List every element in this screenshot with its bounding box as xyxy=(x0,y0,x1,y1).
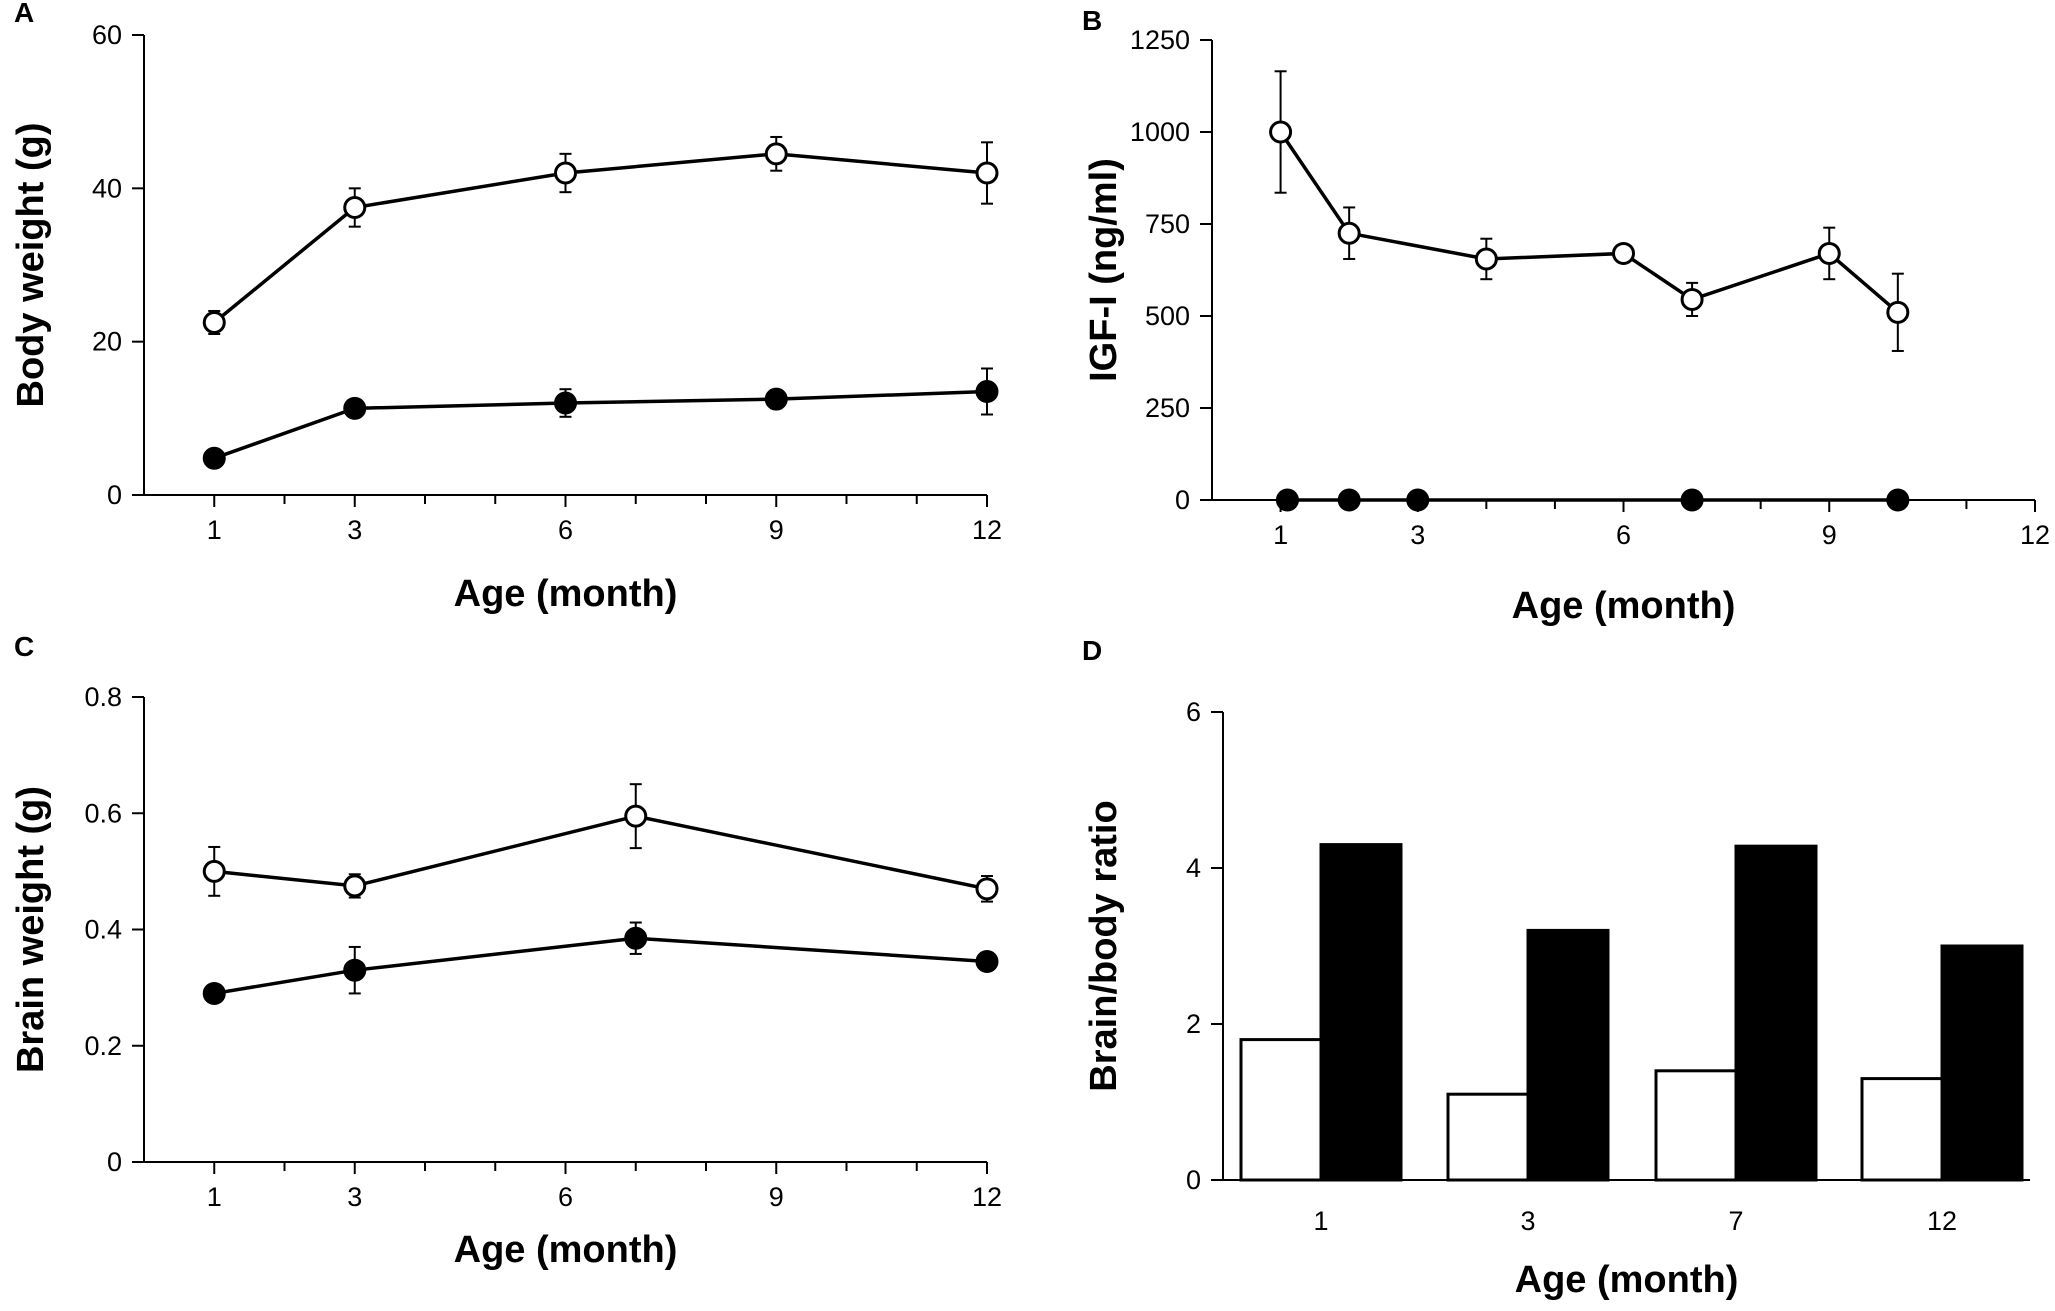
data-point-open-b xyxy=(1269,120,1293,144)
x-tick-label-a: 3 xyxy=(347,515,362,545)
y-tick-label-a: 20 xyxy=(92,327,122,357)
y-tick-label-b: 500 xyxy=(1145,301,1190,331)
panel-c-brain-weight-chart: C 0 0.2 0.4 0.6 0.8 1 3 6 9 12 Age (month) Brain wei… xyxy=(10,631,1002,1271)
data-point-filled-a xyxy=(975,380,999,403)
data-point-filled-b xyxy=(1337,488,1361,512)
x-tick-label-a: 12 xyxy=(972,515,1002,545)
x-tick-label-a: 1 xyxy=(207,515,222,545)
data-point-filled-b xyxy=(1886,488,1910,512)
data-point-open-a xyxy=(975,161,999,185)
bar-open-3 xyxy=(1446,1092,1530,1182)
y-axis-label-b: IGF-I (ng/ml) xyxy=(1083,158,1125,382)
x-tick-label-b: 1 xyxy=(1273,520,1288,550)
data-point-open-c xyxy=(975,877,999,901)
panel-label-c: C xyxy=(14,631,34,662)
bar-filled-7 xyxy=(1734,844,1818,1182)
x-tick-label-c: 12 xyxy=(972,1182,1002,1212)
data-point-open-b xyxy=(1680,287,1704,311)
y-tick-label-a: 60 xyxy=(92,20,122,50)
y-tick-label-d: 2 xyxy=(1186,1009,1201,1039)
x-axis-label-d: Age (month) xyxy=(1515,1259,1739,1301)
data-point-open-b xyxy=(1474,247,1498,271)
data-point-filled-a xyxy=(343,396,367,420)
y-axis-label-c: Brain weight (g) xyxy=(10,786,52,1073)
data-point-open-c xyxy=(624,804,648,828)
x-tick-label-c: 3 xyxy=(347,1182,362,1212)
data-point-open-a xyxy=(202,311,226,334)
x-tick-label-a: 6 xyxy=(558,515,573,545)
data-point-open-b xyxy=(1337,221,1361,245)
series-line-open-a xyxy=(213,152,988,324)
data-point-filled-a xyxy=(202,446,226,470)
data-point-filled-c xyxy=(343,958,367,982)
panel-label-d: D xyxy=(1082,635,1102,666)
x-tick-label-c: 6 xyxy=(558,1182,573,1212)
series-line-open-b xyxy=(1279,131,1899,314)
bar-filled-1 xyxy=(1319,843,1403,1182)
data-point-open-b xyxy=(1612,241,1635,265)
data-point-open-c xyxy=(202,859,226,883)
x-tick-label-d: 7 xyxy=(1728,1206,1743,1236)
y-tick-label-b: 250 xyxy=(1145,393,1190,423)
series-line-filled-c xyxy=(213,936,988,996)
data-point-open-a xyxy=(764,142,788,166)
x-axis-label-b: Age (month) xyxy=(1512,585,1736,627)
x-axis-label-a: Age (month) xyxy=(454,573,678,615)
panel-label-b: B xyxy=(1082,5,1102,36)
bar-open-7 xyxy=(1654,1069,1738,1182)
y-tick-label-a: 0 xyxy=(107,480,122,510)
panel-a-body-weight-chart: A 0 20 40 60 1 3 6 9 12 Age (month) Body weight (g) xyxy=(10,0,1002,615)
data-point-filled-c xyxy=(975,949,999,973)
y-tick-label-d: 0 xyxy=(1186,1165,1201,1195)
y-tick-label-c: 0 xyxy=(107,1147,122,1177)
y-tick-label-c: 0.8 xyxy=(84,682,122,712)
y-axis-label-a: Body weight (g) xyxy=(10,123,52,408)
y-tick-label-b: 1000 xyxy=(1130,117,1190,147)
data-point-open-b xyxy=(1817,241,1841,265)
bar-open-12 xyxy=(1860,1077,1944,1182)
y-tick-label-b: 0 xyxy=(1175,485,1190,515)
series-line-open-c xyxy=(214,814,988,891)
data-point-open-c xyxy=(343,874,367,898)
bar-filled-3 xyxy=(1526,928,1610,1182)
x-tick-label-d: 1 xyxy=(1313,1206,1328,1236)
y-tick-label-c: 0.6 xyxy=(84,798,122,828)
data-point-filled-a xyxy=(764,387,788,411)
y-tick-label-b: 750 xyxy=(1145,209,1190,239)
panel-b-igf-chart: B 0 250 500 750 1000 1250 1 3 6 9 12 Age (month) IGF-… xyxy=(1082,5,2050,627)
data-point-filled-a xyxy=(554,391,577,415)
x-tick-label-c: 1 xyxy=(207,1182,222,1212)
y-tick-label-c: 0.2 xyxy=(84,1031,122,1061)
y-axis-label-d: Brain/body ratio xyxy=(1083,800,1125,1091)
y-tick-label-d: 6 xyxy=(1186,697,1201,727)
data-point-open-a xyxy=(554,161,577,185)
x-tick-label-a: 9 xyxy=(769,515,784,545)
data-point-filled-c xyxy=(624,926,648,950)
panel-d-brain-body-ratio-chart: D 0 2 4 6 1 3 7 12 Age (month) Brain/body ratio xyxy=(1082,635,2030,1301)
x-tick-label-b: 9 xyxy=(1822,520,1837,550)
y-tick-label-b: 1250 xyxy=(1130,25,1190,55)
y-tick-label-d: 4 xyxy=(1186,853,1201,883)
data-point-filled-b xyxy=(1406,488,1430,512)
data-point-open-b xyxy=(1886,300,1910,324)
x-axis-label-c: Age (month) xyxy=(454,1229,678,1271)
bar-filled-12 xyxy=(1940,944,2024,1182)
x-tick-label-b: 12 xyxy=(2020,520,2050,550)
x-tick-label-c: 9 xyxy=(769,1182,784,1212)
x-tick-label-d: 3 xyxy=(1520,1206,1535,1236)
data-point-open-a xyxy=(343,196,367,219)
y-tick-label-a: 40 xyxy=(92,173,122,203)
y-tick-label-c: 0.4 xyxy=(84,915,122,945)
data-point-filled-b xyxy=(1680,488,1704,512)
x-tick-label-b: 3 xyxy=(1410,520,1425,550)
x-tick-label-b: 6 xyxy=(1616,520,1631,550)
data-point-filled-c xyxy=(202,981,226,1005)
x-tick-label-d: 12 xyxy=(1927,1206,1957,1236)
data-point-filled-b xyxy=(1275,488,1299,512)
series-line-filled-a xyxy=(213,389,988,460)
panel-label-a: A xyxy=(14,0,34,28)
bar-open-1 xyxy=(1239,1038,1323,1182)
